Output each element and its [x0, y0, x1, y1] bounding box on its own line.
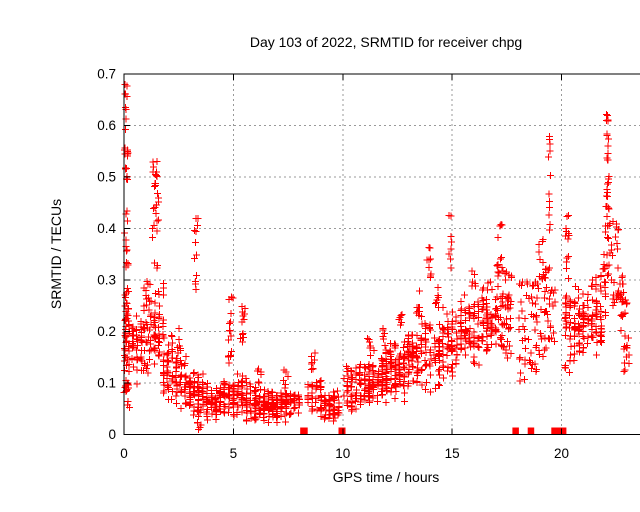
y-tick-label: 0.4 [97, 221, 116, 236]
x-tick-label: 10 [335, 446, 350, 461]
plot-canvas: 0 5 10 15 20 0 0.1 0.2 0.3 0.4 0.5 0.6 0.7 Day 103 … [48, 34, 640, 485]
y-axis-label: SRMTID / TECUs [48, 199, 64, 309]
x-tick-label: 15 [445, 446, 460, 461]
srmtid-scatter-markers [120, 80, 633, 433]
y-tick-label: 0.1 [97, 376, 116, 391]
data-gap-square [338, 427, 346, 435]
y-tick-labels: 0 0.1 0.2 0.3 0.4 0.5 0.6 0.7 [97, 67, 116, 443]
y-tick-label: 0.2 [97, 324, 116, 339]
gap-markers [300, 427, 567, 435]
y-tick-label: 0.5 [97, 170, 116, 185]
data-gap-square [300, 427, 308, 435]
srmtid-chart: 0 5 10 15 20 0 0.1 0.2 0.3 0.4 0.5 0.6 0.7 Day 103 … [40, 16, 640, 496]
scatter-points [120, 80, 633, 433]
x-tick-label: 5 [230, 446, 238, 461]
y-tick-label: 0.7 [97, 67, 116, 82]
data-gap-square [527, 427, 535, 435]
plot-border-rect [123, 73, 640, 435]
x-tick-label: 0 [120, 446, 128, 461]
tick-marks [123, 73, 562, 435]
plot-border [123, 73, 640, 435]
data-gap-square [512, 427, 519, 435]
y-tick-label: 0 [108, 427, 116, 442]
y-tick-label: 0.6 [97, 118, 116, 133]
chart-title: Day 103 of 2022, SRMTID for receiver chp… [250, 34, 522, 50]
axis-ticks [123, 73, 562, 435]
data-gap-square [551, 427, 567, 435]
x-axis-label: GPS time / hours [333, 469, 440, 485]
x-tick-labels: 0 5 10 15 20 [120, 446, 569, 461]
y-tick-label: 0.3 [97, 273, 116, 288]
x-tick-label: 20 [554, 446, 569, 461]
